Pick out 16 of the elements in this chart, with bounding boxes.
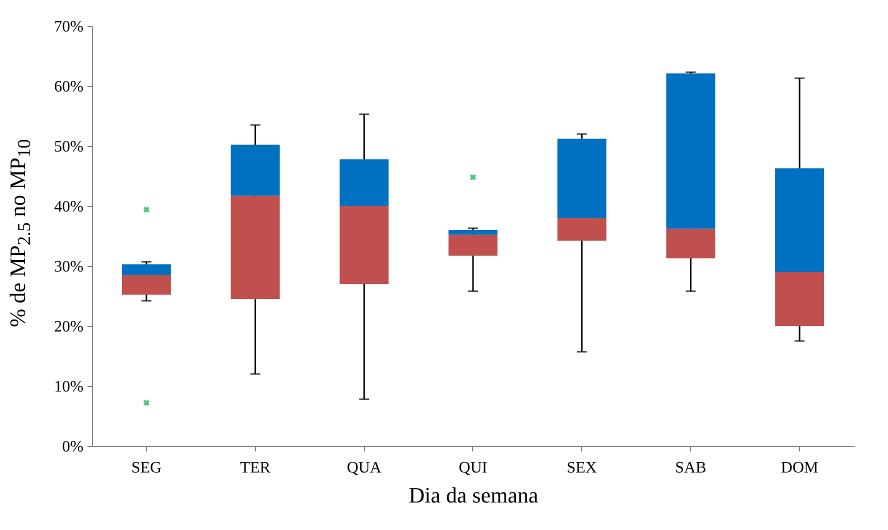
x-tick-label: QUI: [458, 460, 488, 476]
x-tick-label: SAB: [675, 460, 706, 476]
y-tick-label: 20%: [54, 318, 84, 336]
x-tick-label: SEG: [131, 460, 162, 476]
y-tick-label: 40%: [54, 198, 84, 216]
x-tick-label: QUA: [346, 460, 382, 476]
y-tick-label: 30%: [54, 258, 84, 276]
y-tick-label: 70%: [54, 18, 84, 36]
x-tick-label: SEX: [566, 460, 598, 476]
y-tick-label: 60%: [54, 78, 84, 96]
y-tick-label: 50%: [54, 138, 84, 156]
y-tick-label: 0%: [62, 438, 84, 456]
x-tick-label: DOM: [780, 460, 818, 476]
y-tick-label: 10%: [54, 378, 84, 396]
x-tick-label: TER: [240, 460, 271, 476]
x-axis-title: Dia da semana: [408, 482, 538, 508]
